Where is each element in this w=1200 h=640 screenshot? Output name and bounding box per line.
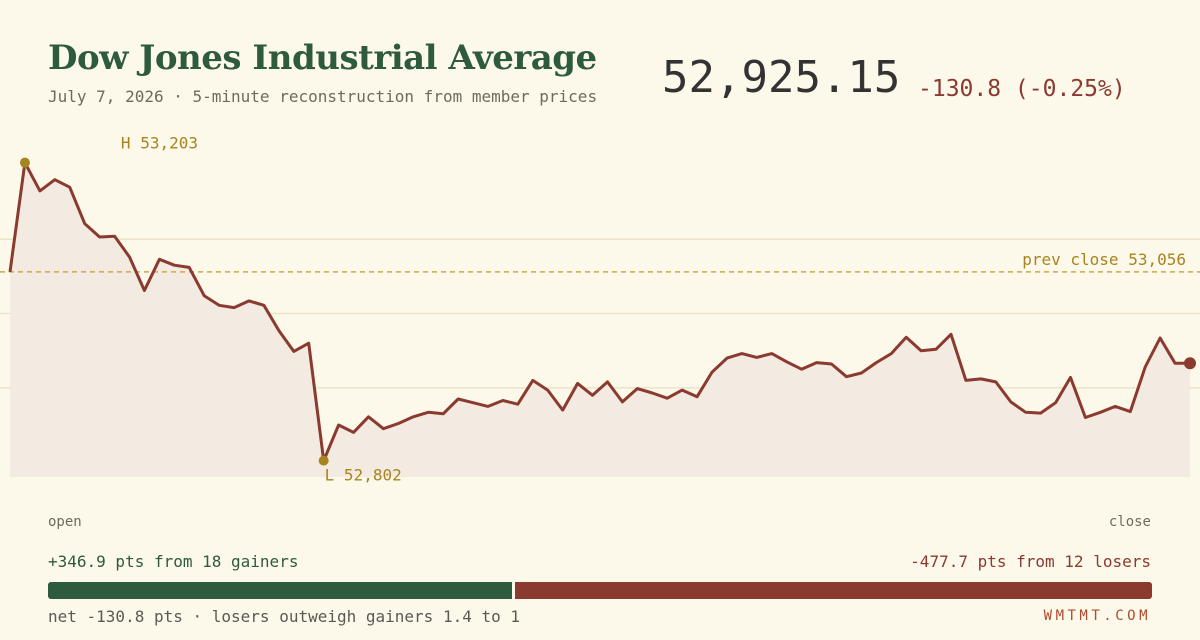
low-label: L 52,802 xyxy=(325,466,402,485)
low-marker xyxy=(318,455,329,466)
losers-bar xyxy=(515,582,1152,599)
high-label: H 53,203 xyxy=(121,134,198,153)
price-area-fill xyxy=(10,162,1190,477)
intraday-line-chart: prev close 53,056 H 53,203 L 52,802 xyxy=(0,134,1200,485)
last-price: 52,925.15 xyxy=(662,52,901,103)
chart-title: Dow Jones Industrial Average xyxy=(48,38,597,78)
chart-subtitle: July 7, 2026 · 5-minute reconstruction f… xyxy=(48,87,598,106)
losers-summary: -477.7 pts from 12 losers xyxy=(910,552,1151,571)
prev-close-label: prev close 53,056 xyxy=(1022,250,1186,269)
gainers-summary: +346.9 pts from 18 gainers xyxy=(48,552,299,571)
price-change: -130.8 (-0.25%) xyxy=(918,76,1126,102)
breadth-bar xyxy=(48,582,1152,599)
price-line xyxy=(8,161,1190,463)
gainers-bar xyxy=(48,582,513,599)
high-marker xyxy=(19,157,30,168)
brand-footer: WMTMT.COM xyxy=(1043,608,1151,624)
net-summary: net -130.8 pts · losers outweigh gainers… xyxy=(48,607,521,626)
x-axis-open-label: open xyxy=(48,514,82,530)
x-axis-close-label: close xyxy=(1108,514,1151,530)
last-price-marker xyxy=(1184,357,1196,370)
